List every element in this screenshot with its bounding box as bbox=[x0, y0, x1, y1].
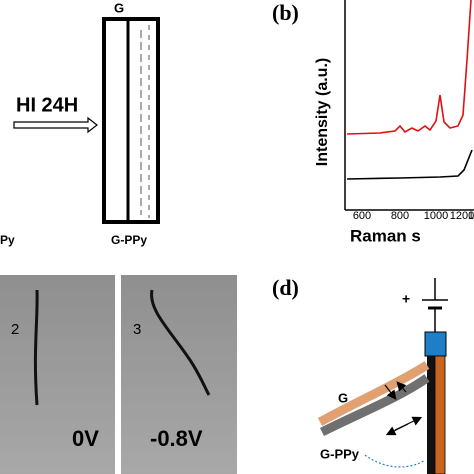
x-axis-label: Raman s bbox=[350, 226, 421, 245]
panel-a: G HI 24H Py G-PPy bbox=[0, 0, 160, 247]
voltage-label: -0.8V bbox=[150, 426, 203, 451]
panel-label: (d) bbox=[272, 275, 299, 300]
arrow bbox=[385, 423, 409, 436]
electrode-clip bbox=[424, 331, 447, 357]
photo-index: 3 bbox=[133, 321, 141, 338]
label-g: G bbox=[114, 0, 124, 15]
x-tick-label: 600 bbox=[353, 210, 371, 222]
fiber bbox=[33, 289, 39, 406]
y-axis-label: Intensity (a.u.) bbox=[314, 58, 331, 166]
x-tick-label: 1 bbox=[468, 210, 474, 222]
photo-index: 2 bbox=[11, 321, 19, 338]
voltage-label: 0V bbox=[72, 426, 99, 451]
label-g: G bbox=[338, 390, 348, 405]
arrow bbox=[13, 116, 98, 134]
label-gppy: G-PPy bbox=[111, 233, 147, 247]
photo bbox=[121, 275, 237, 474]
x-tick-label: 800 bbox=[391, 210, 409, 222]
dotted-path bbox=[364, 454, 426, 468]
x-tick-label: 1200 bbox=[450, 210, 474, 222]
fiber bbox=[150, 289, 211, 396]
panel-c: 2 3 0V -0.8V bbox=[0, 275, 237, 474]
electrode bbox=[434, 355, 446, 474]
label-gppy: G-PPy bbox=[320, 446, 360, 461]
label-left: Py bbox=[0, 233, 15, 247]
panel-d: (d) + G G-PPy bbox=[272, 275, 448, 474]
black-spectrum bbox=[346, 149, 473, 180]
panel-label: (b) bbox=[272, 0, 299, 25]
g-layer bbox=[317, 361, 430, 426]
plus-sign: + bbox=[402, 291, 410, 307]
arrow bbox=[384, 384, 397, 400]
photo bbox=[0, 275, 115, 474]
arrow bbox=[396, 381, 407, 393]
red-spectrum bbox=[346, 0, 472, 135]
film bbox=[102, 17, 160, 224]
x-tick-label: 1000 bbox=[424, 210, 448, 222]
reaction-label: HI 24H bbox=[16, 94, 78, 116]
gppy-layer bbox=[319, 374, 430, 437]
electrode bbox=[427, 356, 435, 474]
